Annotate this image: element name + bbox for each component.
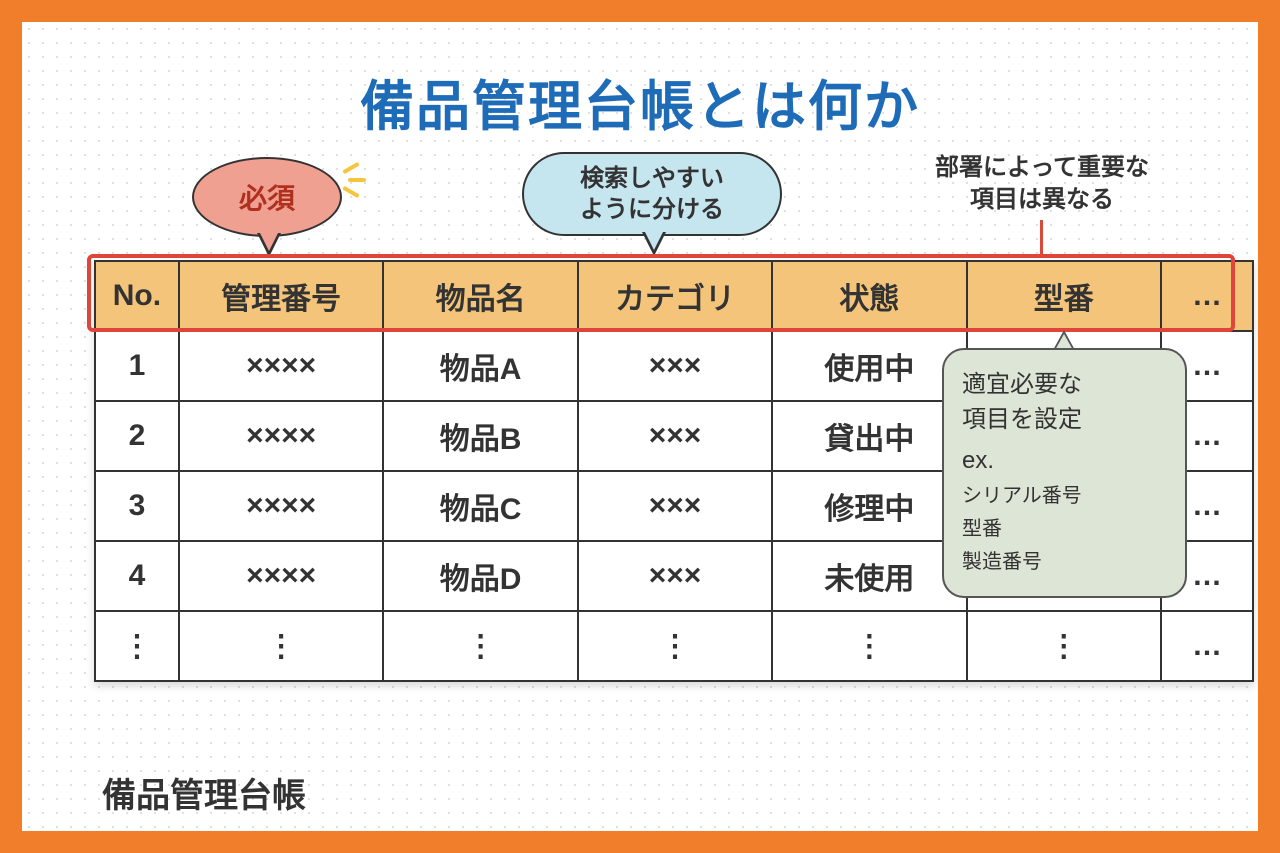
table-caption: 備品管理台帳 [102, 768, 306, 817]
speech-line2: 項目を設定 [962, 403, 1167, 438]
table-header-row: No. 管理番号 物品名 カテゴリ 状態 型番 … [95, 261, 1253, 331]
speech-ex-label: ex. [962, 444, 1167, 479]
cell: 4 [95, 541, 179, 611]
annotation-department: 部署によって重要な 項目は異なる [872, 152, 1212, 217]
bubble-searchable-line1: 検索しやすい [580, 163, 724, 194]
cell: 物品C [383, 471, 577, 541]
cell: ××× [578, 541, 772, 611]
speech-ex1: シリアル番号 [962, 482, 1167, 511]
bubble-required-tail [257, 233, 281, 257]
cell: … [1161, 611, 1253, 681]
cell: ×××× [179, 471, 384, 541]
cell: 使用中 [772, 331, 966, 401]
cell: ⋮ [772, 611, 966, 681]
cell: 物品B [383, 401, 577, 471]
annotation-connector-line [1040, 220, 1043, 256]
annotation-department-line1: 部署によって重要な [872, 152, 1212, 184]
bubble-searchable-line2: ように分ける [580, 194, 724, 225]
table-row-vdots: ⋮ ⋮ ⋮ ⋮ ⋮ ⋮ … [95, 611, 1253, 681]
cell: 貸出中 [772, 401, 966, 471]
cell: ×××× [179, 401, 384, 471]
col-header-sts: 状態 [772, 261, 966, 331]
cell: ××× [578, 331, 772, 401]
speech-line1: 適宜必要な [962, 368, 1167, 403]
col-header-more: … [1161, 261, 1253, 331]
bubble-searchable: 検索しやすい ように分ける [522, 152, 782, 236]
bubble-searchable-tail [642, 232, 666, 256]
col-header-no: No. [95, 261, 179, 331]
annotation-department-line2: 項目は異なる [872, 184, 1212, 216]
sparkle-icon [342, 162, 382, 202]
cell: ××× [578, 401, 772, 471]
cell: ××× [578, 471, 772, 541]
col-header-mdl: 型番 [967, 261, 1161, 331]
cell: ⋮ [179, 611, 384, 681]
cell: 1 [95, 331, 179, 401]
bubble-required: 必須 [192, 157, 342, 237]
cell: 物品A [383, 331, 577, 401]
cell: ⋮ [967, 611, 1161, 681]
page-title: 備品管理台帳とは何か [22, 62, 1258, 141]
col-header-cat: カテゴリ [578, 261, 772, 331]
cell: ⋮ [95, 611, 179, 681]
col-header-name: 物品名 [383, 261, 577, 331]
cell: ⋮ [383, 611, 577, 681]
cell: 物品D [383, 541, 577, 611]
cell: ⋮ [578, 611, 772, 681]
speech-ex2: 型番 [962, 515, 1167, 544]
speech-model-examples: 適宜必要な 項目を設定 ex. シリアル番号 型番 製造番号 [942, 348, 1187, 598]
cell: ×××× [179, 331, 384, 401]
col-header-mgr: 管理番号 [179, 261, 384, 331]
speech-ex3: 製造番号 [962, 548, 1167, 577]
cell: 修理中 [772, 471, 966, 541]
cell: 未使用 [772, 541, 966, 611]
cell: 2 [95, 401, 179, 471]
bubble-required-text: 必須 [239, 177, 295, 217]
infographic-frame: 備品管理台帳とは何か 必須 検索しやすい ように分ける 部署によって重要な 項目… [0, 0, 1280, 853]
cell: 3 [95, 471, 179, 541]
cell: ×××× [179, 541, 384, 611]
